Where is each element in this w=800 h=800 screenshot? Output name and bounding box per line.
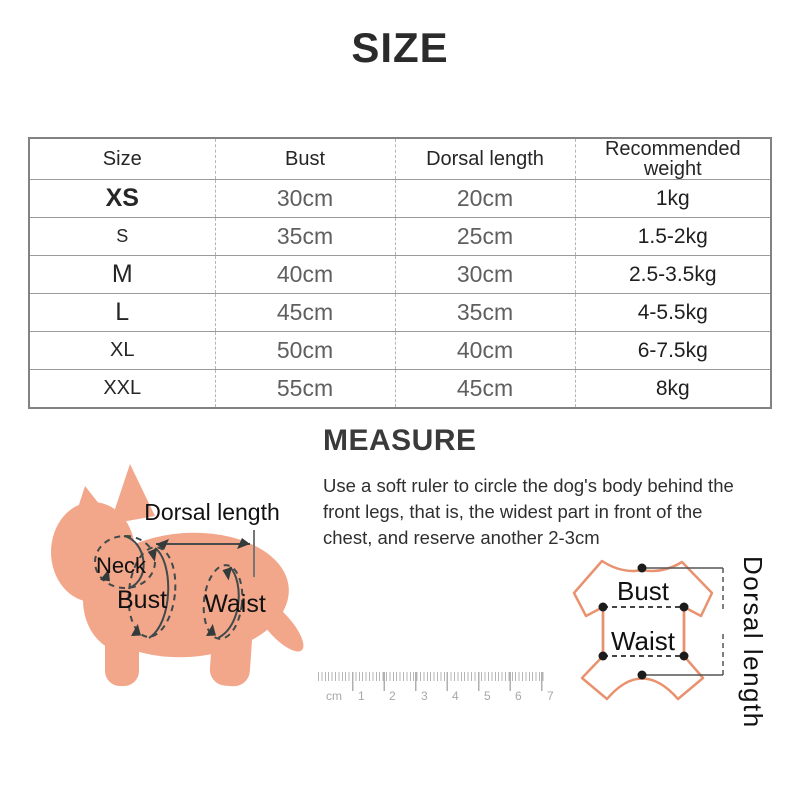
cell-size: M <box>29 255 215 294</box>
dog-dorsal-length-label: Dorsal length <box>144 499 280 525</box>
cell-dorsal: 30cm <box>394 255 575 294</box>
size-table: Size Bust Dorsal length Recommended weig… <box>28 137 772 409</box>
cell-weight: 2.5-3.5kg <box>574 255 771 294</box>
ruler-mark: 1 <box>358 689 365 703</box>
dog-diagram: Dorsal length Neck Bust Waist <box>51 464 304 687</box>
table-row: S 35cm 25cm 1.5-2kg <box>29 217 771 256</box>
cell-dorsal: 40cm <box>394 331 575 370</box>
cell-bust: 50cm <box>214 331 395 370</box>
cell-bust: 40cm <box>214 255 395 294</box>
ruler-long-ticks <box>352 672 544 691</box>
dog-bust-label: Bust <box>117 586 167 614</box>
header-recommended-weight: Recommended weight <box>574 138 771 180</box>
page-title: SIZE <box>351 24 449 71</box>
garment-bust-label: Bust <box>617 576 670 606</box>
dog-silhouette <box>51 464 304 687</box>
ruler-mark: 3 <box>421 689 428 703</box>
garment-outline <box>572 559 714 701</box>
table-row: XL 50cm 40cm 6-7.5kg <box>29 331 771 370</box>
cell-dorsal: 25cm <box>394 217 575 256</box>
cell-size: L <box>29 293 215 332</box>
header-dorsal-length: Dorsal length <box>394 138 575 180</box>
table-row: XXL 55cm 45cm 8kg <box>29 369 771 408</box>
ruler-mark: 4 <box>452 689 459 703</box>
header-bust: Bust <box>214 138 395 180</box>
cell-bust: 55cm <box>214 369 395 408</box>
cell-dorsal: 35cm <box>394 293 575 332</box>
garment-dorsal-length-label: Dorsal length <box>738 556 768 729</box>
cell-size: S <box>29 217 215 256</box>
cell-weight: 6-7.5kg <box>574 331 771 370</box>
bust-girth-solid <box>148 547 170 639</box>
waist-girth-solid <box>217 566 240 639</box>
cell-size: XXL <box>29 369 215 408</box>
dog-waist-label: Waist <box>204 590 266 618</box>
cell-bust: 35cm <box>214 217 395 256</box>
dog-front-leg <box>105 620 139 686</box>
table-row: M 40cm 30cm 2.5-3.5kg <box>29 255 771 294</box>
ruler-unit-label: cm <box>326 689 342 703</box>
header-size: Size <box>102 148 142 170</box>
dog-hind-leg <box>209 621 253 687</box>
garment-diagram: Bust Waist <box>572 559 724 701</box>
neck-girth-circle <box>94 535 156 589</box>
neck-girth-solid <box>123 535 145 589</box>
garment-dots <box>598 563 689 680</box>
ruler-mark: 7 <box>547 689 554 703</box>
ruler-mark: 5 <box>484 689 491 703</box>
cell-size: XL <box>29 331 215 370</box>
measure-instructions: Use a soft ruler to circle the dog's bod… <box>323 475 734 548</box>
waist-girth-circle <box>202 564 244 640</box>
cell-weight: 4-5.5kg <box>574 293 771 332</box>
cell-dorsal: 20cm <box>394 179 575 218</box>
cell-weight: 1.5-2kg <box>574 217 771 256</box>
cell-weight: 1kg <box>574 179 771 218</box>
table-header-row: Size Bust Dorsal length Recommended weig… <box>29 138 771 180</box>
ruler-mark: 6 <box>515 689 522 703</box>
cell-dorsal: 45cm <box>394 369 575 408</box>
measure-title: MEASURE <box>323 424 477 457</box>
cell-size: XS <box>29 179 215 218</box>
dog-ear-right <box>110 464 155 524</box>
cell-bust: 30cm <box>214 179 395 218</box>
ruler: cm 1 2 3 4 5 6 7 <box>318 672 558 706</box>
bust-girth-circle <box>127 546 177 638</box>
dog-tail <box>254 598 304 652</box>
garment-waist-label: Waist <box>611 626 676 656</box>
cell-bust: 45cm <box>214 293 395 332</box>
dog-neck-label: Neck <box>96 553 147 578</box>
cell-weight: 8kg <box>574 369 771 408</box>
table-row: L 45cm 35cm 4-5.5kg <box>29 293 771 332</box>
table-row: XS 30cm 20cm 1kg <box>29 179 771 218</box>
ruler-mark: 2 <box>389 689 396 703</box>
